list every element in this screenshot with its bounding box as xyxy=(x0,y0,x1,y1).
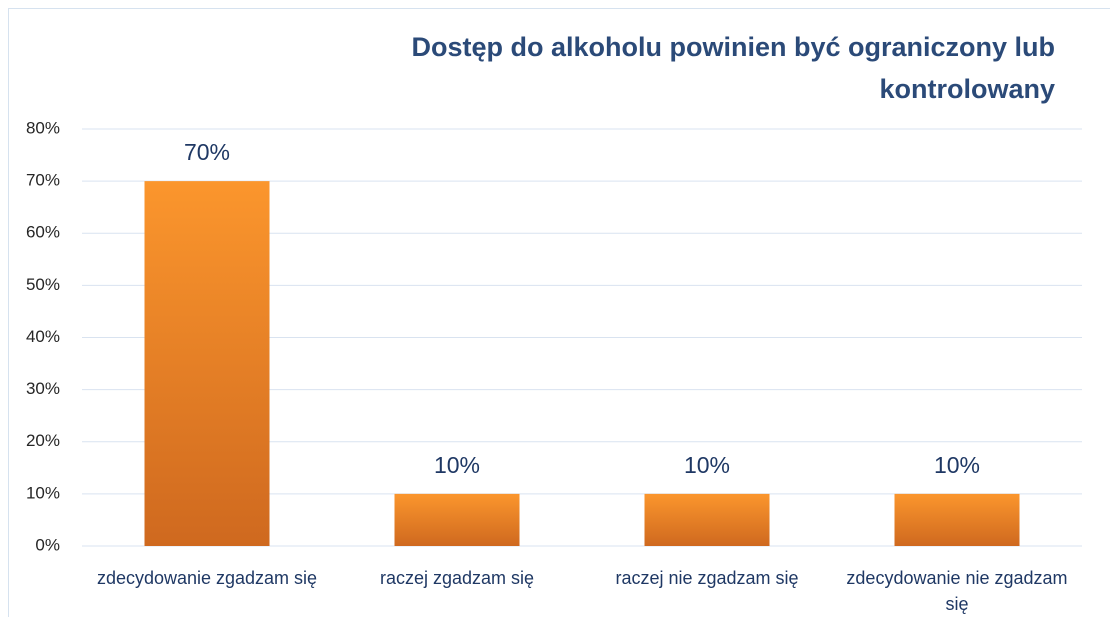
y-tick-label: 50% xyxy=(26,275,60,294)
x-tick-label: raczej nie zgadzam się xyxy=(615,568,799,588)
data-label: 10% xyxy=(934,452,980,478)
bar xyxy=(394,493,520,546)
bar xyxy=(644,493,770,546)
y-tick-label: 10% xyxy=(26,483,60,502)
y-tick-label: 80% xyxy=(26,118,60,137)
y-tick-label: 70% xyxy=(26,171,60,190)
data-label: 10% xyxy=(434,452,480,478)
data-label: 10% xyxy=(684,452,730,478)
y-tick-label: 40% xyxy=(26,327,60,346)
bar xyxy=(144,181,270,546)
y-tick-label: 0% xyxy=(35,535,60,554)
x-tick-label: raczej zgadzam się xyxy=(379,568,535,588)
x-tick-label: zdecydowanie nie zgadzam się xyxy=(846,568,1068,614)
chart-title: Dostęp do alkoholu powinien być ogranicz… xyxy=(411,32,1055,104)
x-tick-label: zdecydowanie zgadzam się xyxy=(96,568,318,588)
y-tick-label: 20% xyxy=(26,431,60,450)
y-tick-label: 60% xyxy=(26,223,60,242)
data-label: 70% xyxy=(184,139,230,165)
bar xyxy=(894,493,1020,546)
y-tick-label: 30% xyxy=(26,379,60,398)
